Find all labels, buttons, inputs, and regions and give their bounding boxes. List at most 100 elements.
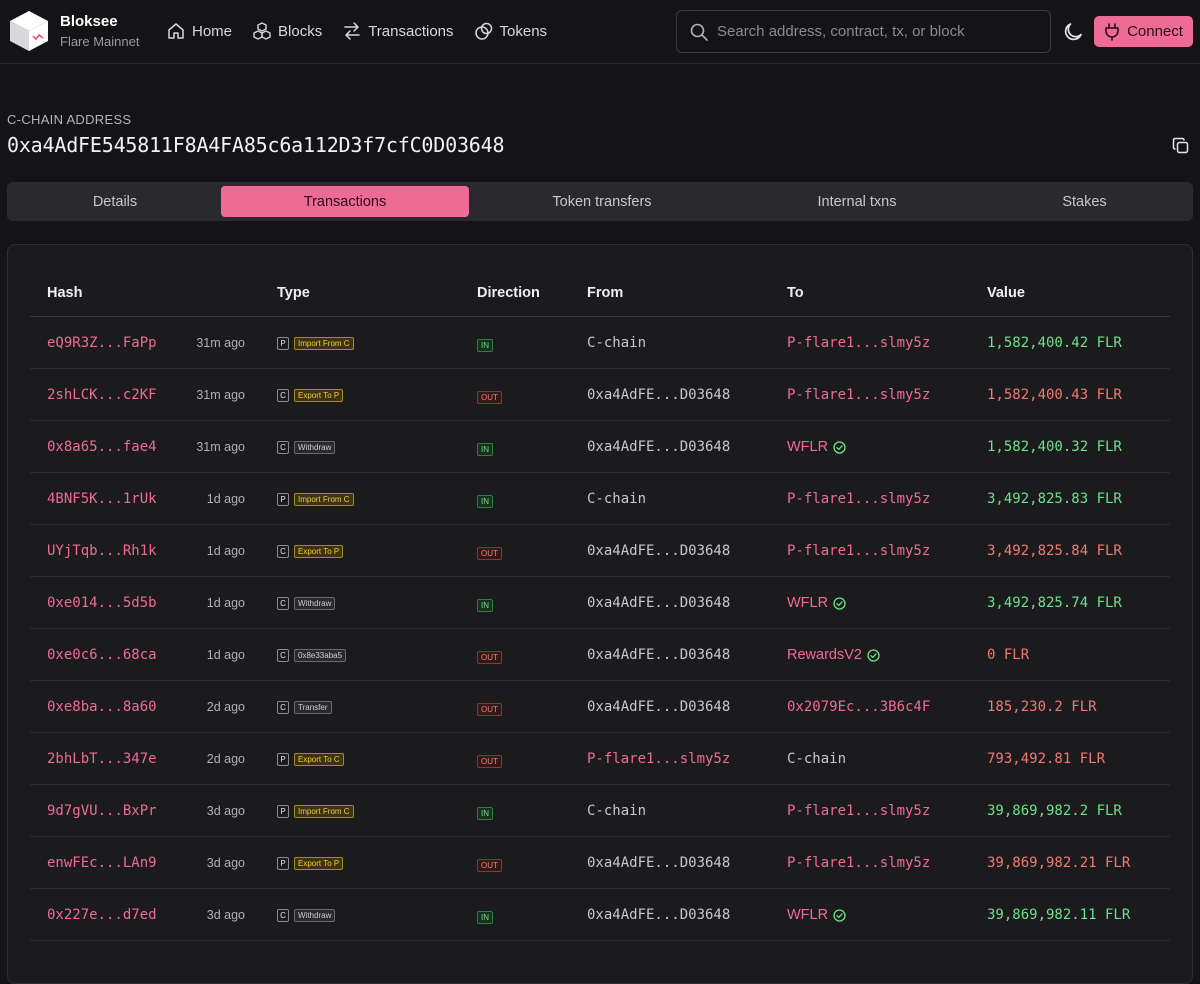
address-type-label: C-CHAIN ADDRESS [7,112,132,127]
direction-badge: OUT [477,702,502,716]
column-header-type: Type [277,285,310,301]
top-bar: Bloksee Flare Mainnet Home Blocks Transa… [0,0,1200,64]
table-row[interactable]: 4BNF5K...1rUk 1d ago P Import From C IN C-cha… [30,473,1170,525]
tx-age: 3d ago [206,804,245,818]
tx-value: 39,869,982.2 FLR [987,803,1122,819]
tx-age: 1d ago [206,492,245,506]
tx-hash-link[interactable]: 0xe8ba...8a60 [47,699,157,715]
direction-badge: OUT [477,754,502,768]
chain-badge: C [277,544,289,558]
to-address[interactable]: P-flare1...slmy5z [787,543,931,559]
to-address[interactable]: P-flare1...slmy5z [787,335,931,351]
from-address: C-chain [587,335,647,351]
table-row[interactable]: 0xe0c6...68ca 1d ago C 0x8e33aba5 OUT 0xa4AdF… [30,629,1170,681]
moon-icon[interactable] [1061,20,1085,44]
tab-token-transfers[interactable]: Token transfers [482,186,722,217]
tx-hash-link[interactable]: eQ9R3Z...FaPp [47,335,157,351]
tab-transactions-label: Transactions [303,193,387,210]
tx-type-badge: Export To P [294,856,344,870]
tx-hash-link[interactable]: enwFEc...LAn9 [47,855,157,871]
chain-badge: P [277,804,289,818]
from-address: 0xa4AdFE...D03648 [587,387,731,403]
table-row[interactable]: 2shLCK...c2KF 31m ago C Export To P OUT 0xa4A… [30,369,1170,421]
to-address[interactable]: WFLR [787,439,829,455]
table-row[interactable]: UYjTqb...Rh1k 1d ago C Export To P OUT 0xa4Ad… [30,525,1170,577]
from-address: 0xa4AdFE...D03648 [587,543,731,559]
table-row[interactable]: eQ9R3Z...FaPp 31m ago P Import From C IN C-ch… [30,317,1170,369]
tx-hash-link[interactable]: 2shLCK...c2KF [47,387,157,403]
nav-tokens[interactable]: Tokens [474,18,547,44]
tx-value: 1,582,400.42 FLR [987,335,1122,351]
connect-button[interactable]: Connect [1094,16,1193,47]
brand[interactable]: Bloksee Flare Mainnet [8,9,139,53]
search-icon [690,23,708,41]
nav-transactions[interactable]: Transactions [342,18,454,44]
table-row[interactable]: 0xe014...5d5b 1d ago C Withdraw IN 0xa4AdFE..… [30,577,1170,629]
to-address[interactable]: RewardsV2 [787,647,862,663]
tx-hash-link[interactable]: UYjTqb...Rh1k [47,543,157,559]
connect-label: Connect [1127,23,1183,40]
direction-badge: OUT [477,546,502,560]
from-address: 0xa4AdFE...D03648 [587,855,731,871]
tab-internal-txns[interactable]: Internal txns [737,186,977,217]
chain-badge: C [277,648,289,662]
chain-badge: C [277,908,289,922]
tx-type-badge: Import From C [294,336,354,350]
tab-stakes[interactable]: Stakes [982,186,1187,217]
home-icon [168,23,184,39]
from-address: 0xa4AdFE...D03648 [587,907,731,923]
tx-type-badge: Import From C [294,492,354,506]
tx-value: 39,869,982.21 FLR [987,855,1131,871]
table-row[interactable]: 2bhLbT...347e 2d ago P Export To C OUT P-flar… [30,733,1170,785]
main-nav: Home Blocks Transactions Tokens [166,18,567,44]
tx-age: 3d ago [206,856,245,870]
copy-icon[interactable] [1172,137,1190,155]
tx-age: 2d ago [206,700,245,714]
tx-age: 3d ago [206,908,245,922]
tx-age: 1d ago [206,648,245,662]
tx-value: 3,492,825.74 FLR [987,595,1122,611]
table-row[interactable]: 9d7gVU...BxPr 3d ago P Import From C IN C-cha… [30,785,1170,837]
tx-hash-link[interactable]: 4BNF5K...1rUk [47,491,157,507]
logo-cube-icon [10,11,48,51]
tx-hash-link[interactable]: 0xe014...5d5b [47,595,157,611]
table-row[interactable]: 0x227e...d7ed 3d ago C Withdraw IN 0xa4AdFE..… [30,889,1170,941]
chain-badge: C [277,596,289,610]
from-address[interactable]: P-flare1...slmy5z [587,751,731,767]
to-address[interactable]: P-flare1...slmy5z [787,855,931,871]
tab-token-transfers-label: Token transfers [552,193,652,210]
tx-age: 1d ago [206,596,245,610]
from-address: 0xa4AdFE...D03648 [587,595,731,611]
tx-age: 2d ago [206,752,245,766]
search-input[interactable] [717,23,1037,40]
search-box[interactable] [676,10,1051,53]
column-header-to: To [787,285,804,301]
tab-internal-txns-label: Internal txns [817,193,897,210]
direction-badge: OUT [477,390,502,404]
tx-hash-link[interactable]: 0x8a65...fae4 [47,439,157,455]
to-address[interactable]: P-flare1...slmy5z [787,387,931,403]
column-header-hash: Hash [47,285,83,301]
tx-value: 185,230.2 FLR [987,699,1097,715]
to-address[interactable]: 0x2079Ec...3B6c4F [787,699,931,715]
tx-age: 1d ago [206,544,245,558]
tx-hash-link[interactable]: 9d7gVU...BxPr [47,803,157,819]
table-row[interactable]: enwFEc...LAn9 3d ago P Export To P OUT 0xa4Ad… [30,837,1170,889]
nav-blocks[interactable]: Blocks [252,18,322,44]
chain-badge: C [277,440,289,454]
table-row[interactable]: 0x8a65...fae4 31m ago C Withdraw IN 0xa4AdFE.… [30,421,1170,473]
to-address[interactable]: WFLR [787,595,829,611]
tab-details[interactable]: Details [11,186,219,217]
tx-hash-link[interactable]: 0xe0c6...68ca [47,647,157,663]
to-address[interactable]: P-flare1...slmy5z [787,803,931,819]
direction-badge: OUT [477,858,502,872]
direction-badge: IN [477,806,493,820]
tx-hash-link[interactable]: 0x227e...d7ed [47,907,157,923]
tab-transactions[interactable]: Transactions [221,186,469,217]
tx-hash-link[interactable]: 2bhLbT...347e [47,751,157,767]
to-address[interactable]: P-flare1...slmy5z [787,491,931,507]
nav-home[interactable]: Home [166,18,232,44]
table-row[interactable]: 0xe8ba...8a60 2d ago C Transfer OUT 0xa4AdFE.… [30,681,1170,733]
chain-badge: C [277,388,289,402]
to-address[interactable]: WFLR [787,907,829,923]
